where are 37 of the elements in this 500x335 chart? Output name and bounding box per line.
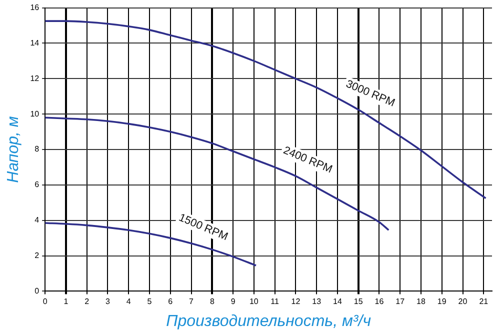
line-series <box>45 20 487 200</box>
x-tick-label: 3 <box>106 297 111 306</box>
y-tick-label: 6 <box>34 180 40 190</box>
x-tick-label: 8 <box>210 297 215 306</box>
y-tick-label: 10 <box>30 109 40 118</box>
text: 2400 RPM <box>281 144 334 176</box>
y-tick-label: 16 <box>30 3 40 12</box>
x-tick-label: 15 <box>354 297 364 306</box>
x-tick-label: 18 <box>416 297 426 306</box>
y-tick-label: 14 <box>30 38 40 48</box>
x-tick-label: 1 <box>64 297 69 306</box>
x-tick-label: 11 <box>270 297 280 306</box>
x-tick-label: 17 <box>396 297 406 306</box>
y-tick-label: 12 <box>30 74 40 83</box>
text: 1500 RPM <box>176 212 230 244</box>
x-tick-label: 7 <box>189 297 194 306</box>
y-tick-label: 8 <box>34 144 40 154</box>
x-tick-label: 12 <box>291 297 301 306</box>
y-tick-label: 2 <box>34 250 40 260</box>
x-tick-label: 10 <box>249 297 259 306</box>
y-axis-title: Напор, м <box>5 116 22 183</box>
y-tick-label: 0 <box>34 286 40 296</box>
x-tick-label: 0 <box>42 297 48 306</box>
x-tick-label: 21 <box>479 297 489 306</box>
x-tick-label: 2 <box>84 297 90 306</box>
x-tick-label: 20 <box>458 297 468 306</box>
x-tick-label: 19 <box>437 297 447 306</box>
x-tick-label: 14 <box>333 297 342 306</box>
x-tick-label: 5 <box>147 297 152 306</box>
y-tick-label: 4 <box>34 216 40 225</box>
x-tick-label: 16 <box>374 297 384 306</box>
x-tick-label: 6 <box>168 297 174 306</box>
text: 3000 RPM <box>344 78 397 110</box>
x-tick-label: 4 <box>126 297 132 306</box>
x-tick-label: 9 <box>230 297 236 306</box>
x-axis-title: Производительность, м³/ч <box>166 312 371 330</box>
x-tick-label: 13 <box>312 297 322 306</box>
